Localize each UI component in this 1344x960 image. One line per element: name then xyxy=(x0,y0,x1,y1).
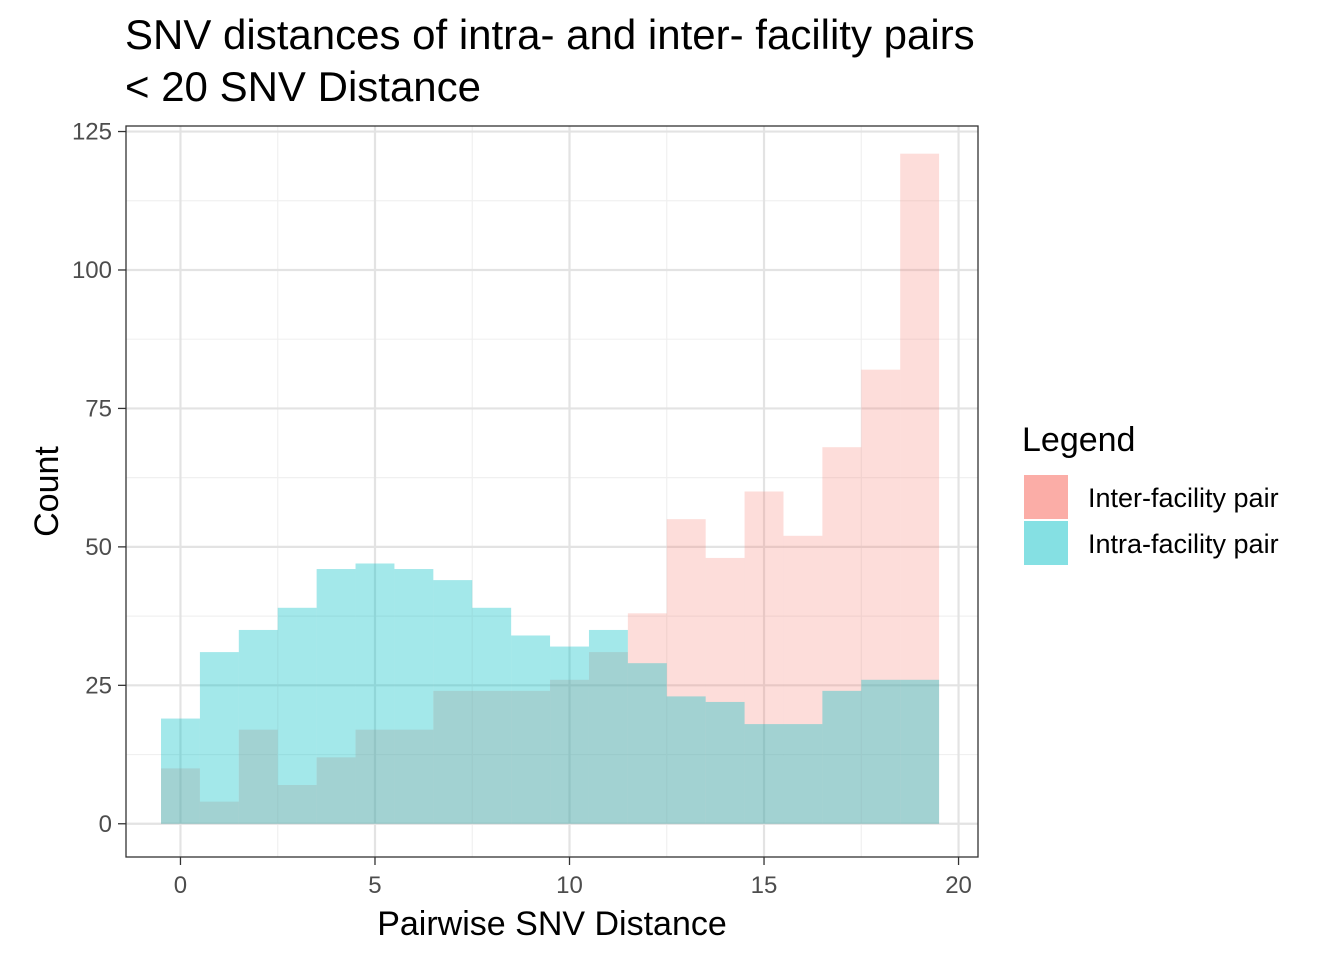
panel-border xyxy=(125,125,979,858)
bar-intra-facility xyxy=(900,679,940,824)
bar-inter-facility xyxy=(550,679,589,824)
y-tick-label: 125 xyxy=(72,119,112,146)
bar-intra-facility xyxy=(744,724,784,824)
bar-intra-facility xyxy=(238,629,278,824)
minor-gridlines xyxy=(126,126,978,857)
bar-inter-facility xyxy=(199,801,239,824)
bar-inter-facility xyxy=(666,519,706,824)
bar-inter-facility xyxy=(394,729,434,824)
bar-intra-facility xyxy=(433,580,473,824)
bar-intra-facility xyxy=(783,724,823,824)
y-tick-label: 75 xyxy=(85,395,112,422)
y-tick-label: 50 xyxy=(85,534,112,561)
chart-subtitle: < 20 SNV Distance xyxy=(125,63,482,110)
bar-intra-facility xyxy=(277,607,317,824)
y-tick-label: 100 xyxy=(72,257,112,284)
bar-inter-facility xyxy=(472,690,512,824)
bar-inter-facility xyxy=(783,535,823,824)
major-gridlines xyxy=(126,126,978,857)
x-tick-label: 5 xyxy=(368,872,381,899)
bar-inter-facility xyxy=(161,768,200,824)
bar-inter-facility xyxy=(822,447,862,824)
bar-intra-facility xyxy=(472,607,512,824)
bar-inter-facility xyxy=(900,153,940,824)
bar-intra-facility xyxy=(199,652,239,824)
bar-intra-facility xyxy=(627,663,667,824)
y-tick-label: 0 xyxy=(99,811,112,838)
bar-intra-facility xyxy=(161,718,200,824)
bar-intra-facility xyxy=(394,569,434,824)
bar-inter-facility xyxy=(705,557,745,824)
bar-intra-facility xyxy=(588,629,628,824)
legend-key-inter-facility xyxy=(1024,475,1068,519)
bar-intra-facility xyxy=(511,635,551,824)
bar-inter-facility xyxy=(238,729,278,824)
bar-intra-facility xyxy=(822,690,862,824)
bar-inter-facility xyxy=(588,652,628,824)
x-tick-label: 10 xyxy=(556,872,583,899)
legend-label-intra-facility: Intra-facility pair xyxy=(1088,529,1279,559)
x-tick-label: 15 xyxy=(751,872,778,899)
legend: Legend Inter-facility pair Intra-facilit… xyxy=(1022,421,1279,565)
bar-intra-facility xyxy=(316,569,356,824)
chart-title: SNV distances of intra- and inter- facil… xyxy=(125,11,975,58)
bar-inter-facility xyxy=(861,369,901,824)
bar-inter-facility xyxy=(433,690,473,824)
bar-intra-facility xyxy=(355,563,395,824)
legend-key-intra-facility xyxy=(1024,521,1068,565)
legend-label-inter-facility: Inter-facility pair xyxy=(1088,483,1279,513)
x-tick-label: 0 xyxy=(174,872,187,899)
intra-facility-bars xyxy=(161,563,940,824)
y-tick-label: 25 xyxy=(85,672,112,699)
x-axis: 0 5 10 15 20 xyxy=(174,857,972,899)
bar-intra-facility xyxy=(550,646,589,824)
y-axis: 0 25 50 75 100 125 xyxy=(72,119,126,838)
x-tick-label: 20 xyxy=(945,872,972,899)
bar-intra-facility xyxy=(705,701,745,824)
bar-inter-facility xyxy=(744,491,784,824)
legend-title: Legend xyxy=(1022,421,1135,459)
x-axis-title: Pairwise SNV Distance xyxy=(377,905,727,943)
y-axis-title: Count xyxy=(28,446,66,537)
bar-inter-facility xyxy=(511,690,551,824)
bar-inter-facility xyxy=(316,757,356,824)
bar-intra-facility xyxy=(861,679,901,824)
bar-inter-facility xyxy=(355,729,395,824)
bar-intra-facility xyxy=(666,696,706,824)
bar-inter-facility xyxy=(277,785,317,824)
bar-inter-facility xyxy=(627,613,667,824)
inter-facility-bars xyxy=(161,153,940,824)
